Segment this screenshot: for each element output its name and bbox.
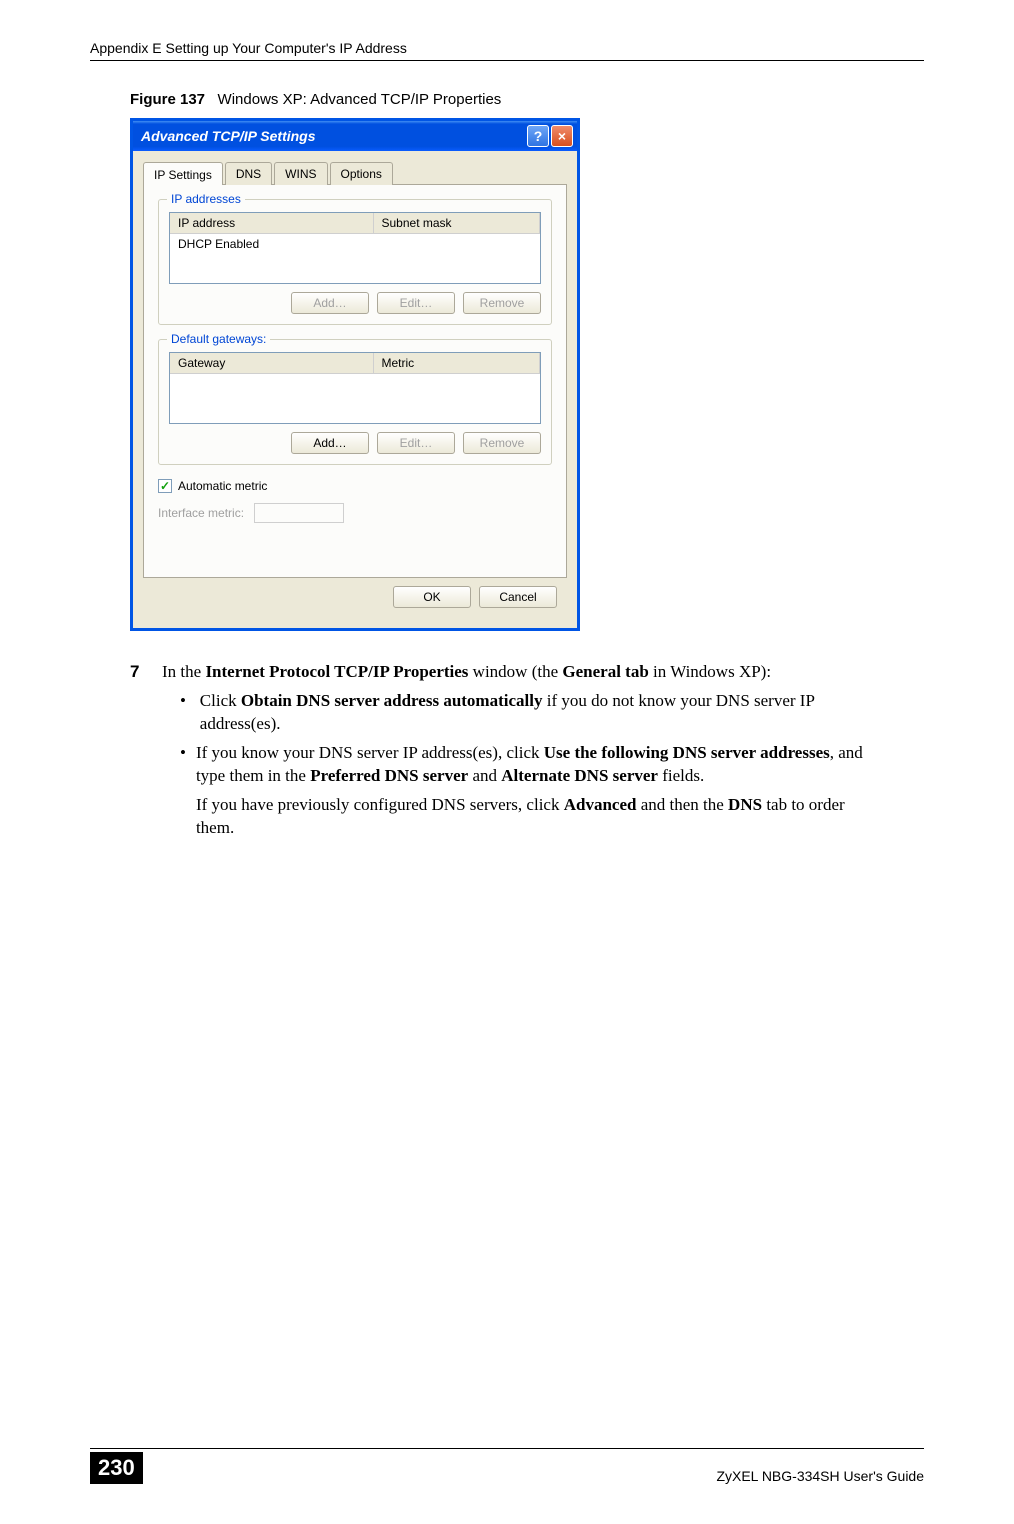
ok-button[interactable]: OK [393, 586, 471, 608]
gw-listview[interactable]: Gateway Metric [169, 352, 541, 424]
tabs-row: IP Settings DNS WINS Options [143, 161, 567, 185]
bullet-1: Click Obtain DNS server address automati… [200, 690, 884, 736]
figure-caption: Figure 137 Windows XP: Advanced TCP/IP P… [130, 91, 924, 108]
gw-col-gateway[interactable]: Gateway [170, 353, 374, 373]
group-default-gateways: Default gateways: Gateway Metric Add… Ed… [158, 339, 552, 465]
footer-guide-name: ZyXEL NBG-334SH User's Guide [716, 1468, 924, 1484]
page-footer: 230 ZyXEL NBG-334SH User's Guide [90, 1448, 924, 1484]
figure-number: Figure 137 [130, 91, 205, 108]
running-header: Appendix E Setting up Your Computer's IP… [90, 40, 924, 61]
document-body: 7 In the Internet Protocol TCP/IP Proper… [130, 661, 884, 840]
auto-metric-row: ✓ Automatic metric [158, 479, 552, 493]
ip-edit-button[interactable]: Edit… [377, 292, 455, 314]
gw-col-metric[interactable]: Metric [374, 353, 541, 373]
tab-panel: IP addresses IP address Subnet mask DHCP… [143, 185, 567, 578]
xp-dialog: Advanced TCP/IP Settings ? × IP Settings… [130, 118, 580, 631]
ip-col-subnet[interactable]: Subnet mask [374, 213, 541, 233]
gw-remove-button[interactable]: Remove [463, 432, 541, 454]
help-button[interactable]: ? [527, 125, 549, 147]
step-number: 7 [130, 661, 148, 840]
dialog-title: Advanced TCP/IP Settings [141, 128, 527, 144]
bullet-2: If you know your DNS server IP address(e… [196, 742, 884, 840]
tab-dns[interactable]: DNS [225, 162, 272, 185]
page-number: 230 [90, 1452, 143, 1484]
tab-wins[interactable]: WINS [274, 162, 327, 185]
ip-col-address[interactable]: IP address [170, 213, 374, 233]
bullet-mark: • [180, 742, 186, 840]
bullet-mark: • [180, 690, 190, 736]
group-ip-addresses: IP addresses IP address Subnet mask DHCP… [158, 199, 552, 325]
ip-remove-button[interactable]: Remove [463, 292, 541, 314]
ip-row-dhcp[interactable]: DHCP Enabled [170, 234, 540, 254]
step-text: In the Internet Protocol TCP/IP Properti… [162, 661, 884, 840]
auto-metric-label: Automatic metric [178, 479, 267, 493]
ip-listview[interactable]: IP address Subnet mask DHCP Enabled [169, 212, 541, 284]
ip-add-button[interactable]: Add… [291, 292, 369, 314]
group-ip-legend: IP addresses [167, 192, 245, 206]
gw-edit-button[interactable]: Edit… [377, 432, 455, 454]
auto-metric-checkbox[interactable]: ✓ [158, 479, 172, 493]
dialog-titlebar[interactable]: Advanced TCP/IP Settings ? × [133, 121, 577, 151]
cancel-button[interactable]: Cancel [479, 586, 557, 608]
tab-ip-settings[interactable]: IP Settings [143, 162, 223, 185]
close-button[interactable]: × [551, 125, 573, 147]
tab-options[interactable]: Options [330, 162, 393, 185]
interface-metric-input [254, 503, 344, 523]
figure-title: Windows XP: Advanced TCP/IP Properties [218, 91, 502, 108]
gw-add-button[interactable]: Add… [291, 432, 369, 454]
interface-metric-label: Interface metric: [158, 506, 244, 520]
group-gw-legend: Default gateways: [167, 332, 270, 346]
